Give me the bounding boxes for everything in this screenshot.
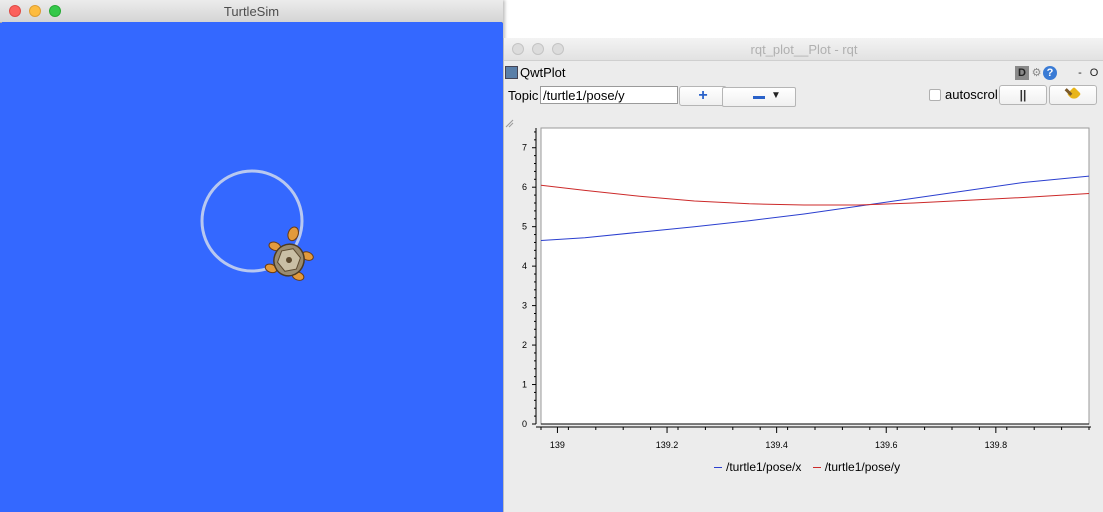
- legend-label: /turtle1/pose/y: [824, 460, 901, 474]
- series-line[interactable]: [540, 175, 1090, 241]
- y-tick-label: 0: [522, 419, 527, 429]
- y-tick-label: 1: [522, 380, 527, 390]
- plugin-title: QwtPlot: [520, 65, 566, 80]
- zoom-window-button[interactable]: [49, 5, 61, 17]
- y-tick-label: 3: [522, 301, 527, 311]
- legend-label: /turtle1/pose/x: [726, 460, 802, 474]
- x-tick-label: 139.4: [765, 440, 788, 450]
- x-tick-label: 139.2: [656, 440, 679, 450]
- turtle-path: [200, 169, 304, 273]
- topic-input[interactable]: [540, 86, 678, 104]
- close-window-button[interactable]: [9, 5, 21, 17]
- window-title: rqt_plot__Plot - rqt: [750, 42, 858, 57]
- x-tick-label: 139.6: [875, 440, 898, 450]
- chevron-down-icon: ▼: [771, 90, 781, 101]
- y-tick-label: 7: [522, 143, 527, 153]
- plot-area[interactable]: 0 1 2 3 4 5 6 7 139 139.2 139.4 139.6 139.8 /turtle1…: [504, 118, 1103, 512]
- qwtplot-plugin-icon: [505, 66, 518, 79]
- minimize-window-button[interactable]: [29, 5, 41, 17]
- x-tick-label: 139.8: [985, 440, 1008, 450]
- close-window-button[interactable]: [512, 43, 524, 55]
- rqt-window: rqt_plot__Plot - rqt QwtPlot D ⚙ ? - O T…: [503, 38, 1103, 512]
- y-tick-label: 5: [522, 222, 527, 232]
- remove-topic-button[interactable]: ▼: [722, 87, 796, 107]
- plus-icon: +: [698, 87, 708, 104]
- clear-button[interactable]: [1049, 85, 1097, 105]
- minimize-plugin-icon[interactable]: -: [1078, 67, 1082, 79]
- legend-item[interactable]: /turtle1/pose/x: [714, 460, 805, 474]
- gear-icon[interactable]: ⚙: [1031, 67, 1042, 79]
- legend-swatch: [812, 467, 821, 469]
- window-title: TurtleSim: [223, 4, 280, 19]
- y-tick-label: 6: [522, 182, 527, 192]
- autoscroll-checkbox[interactable]: [929, 89, 941, 101]
- help-icon[interactable]: ?: [1043, 66, 1057, 80]
- topic-toolbar: Topic + ▼ autoscrol ||: [504, 85, 1103, 109]
- series-line[interactable]: [540, 184, 1090, 206]
- x-tick-label: 139: [550, 440, 565, 450]
- rqt-titlebar[interactable]: rqt_plot__Plot - rqt: [504, 38, 1103, 61]
- minimize-window-button[interactable]: [532, 43, 544, 55]
- d-icon[interactable]: D: [1015, 66, 1029, 80]
- y-tick-label: 4: [522, 261, 527, 271]
- turtle-icon: [264, 226, 314, 281]
- close-plugin-icon[interactable]: O: [1089, 67, 1099, 79]
- zoom-window-button[interactable]: [552, 43, 564, 55]
- legend-item[interactable]: /turtle1/pose/y: [812, 460, 901, 474]
- plugin-titlebar: QwtPlot D ⚙ ? - O: [504, 63, 1103, 83]
- turtlesim-titlebar[interactable]: TurtleSim: [0, 0, 503, 23]
- plot-canvas-background: [540, 127, 1090, 425]
- plot-legend: /turtle1/pose/x /turtle1/pose/y: [714, 460, 908, 474]
- add-topic-button[interactable]: +: [679, 86, 727, 106]
- resize-grip[interactable]: [504, 118, 514, 128]
- legend-swatch: [714, 467, 722, 469]
- y-tick-label: 2: [522, 340, 527, 350]
- turtle-canvas-drawing: [200, 169, 314, 281]
- turtlesim-window: TurtleSim: [0, 0, 503, 512]
- plot-canvas[interactable]: 0 1 2 3 4 5 6 7 139 139.2 139.4 139.6 139.8: [504, 118, 1103, 458]
- turtlesim-canvas: [2, 22, 502, 512]
- topic-label: Topic: [508, 88, 539, 103]
- pause-button[interactable]: ||: [999, 85, 1047, 105]
- minus-icon: [753, 96, 765, 99]
- autoscroll-label: autoscrol: [945, 87, 998, 102]
